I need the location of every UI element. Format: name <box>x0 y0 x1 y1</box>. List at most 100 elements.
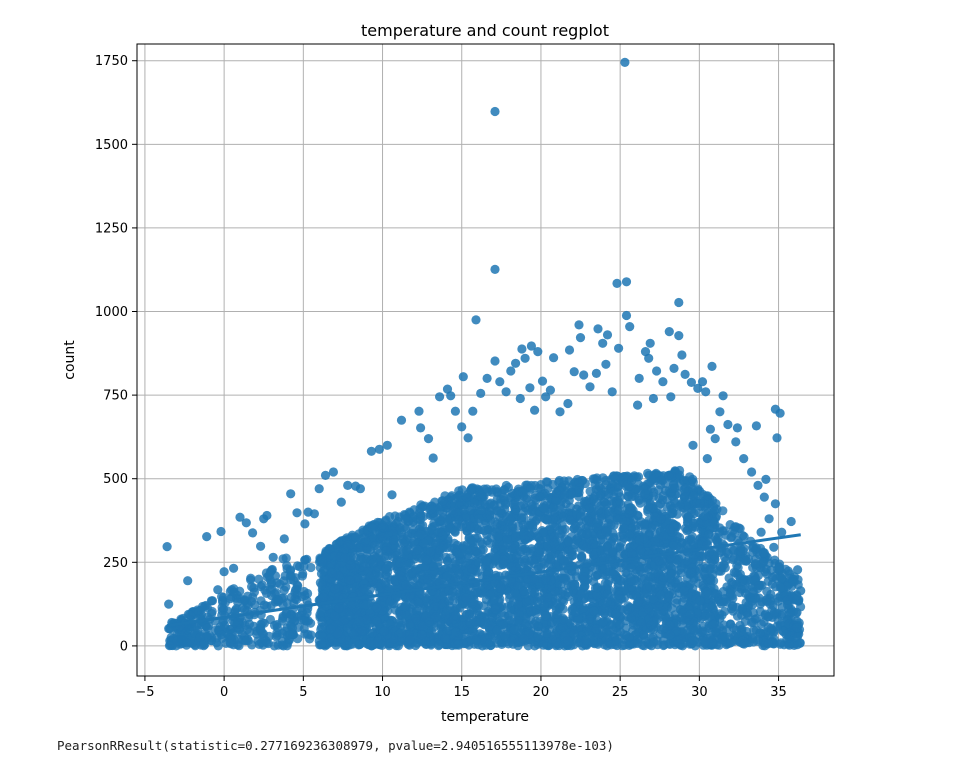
data-point <box>646 523 657 533</box>
data-point <box>377 532 388 542</box>
data-point <box>401 546 411 556</box>
data-point <box>530 641 540 651</box>
data-point <box>403 531 413 541</box>
data-point <box>551 496 561 506</box>
data-point <box>466 485 476 495</box>
data-point <box>272 628 282 638</box>
data-point <box>434 640 444 650</box>
data-point <box>185 610 195 620</box>
data-point <box>559 556 569 566</box>
data-point <box>585 486 595 496</box>
data-point <box>754 581 764 591</box>
data-point <box>689 491 699 501</box>
data-point <box>207 606 217 617</box>
data-point <box>726 638 736 648</box>
data-point <box>485 510 495 520</box>
data-point <box>547 634 557 644</box>
data-point <box>689 617 699 627</box>
data-point <box>792 622 802 633</box>
data-point <box>675 470 685 480</box>
data-point <box>653 501 664 511</box>
data-point <box>244 619 255 629</box>
data-point <box>703 603 713 613</box>
data-point <box>352 573 363 583</box>
data-point <box>452 540 462 550</box>
data-point <box>558 604 568 614</box>
data-point <box>609 471 619 481</box>
data-point <box>379 626 389 637</box>
data-point <box>742 583 752 593</box>
data-point <box>563 537 574 547</box>
data-point <box>396 620 406 631</box>
data-point <box>388 529 398 539</box>
data-point <box>485 538 495 548</box>
data-point <box>653 610 663 620</box>
data-point <box>642 583 652 593</box>
data-point <box>615 542 625 552</box>
data-point <box>452 508 462 518</box>
data-point <box>656 514 666 524</box>
data-point <box>769 607 780 617</box>
data-point <box>391 542 401 552</box>
data-point <box>699 627 709 637</box>
data-point <box>509 625 519 635</box>
data-point <box>499 492 509 502</box>
data-point <box>400 514 410 524</box>
data-point <box>272 578 282 588</box>
data-point <box>531 495 541 505</box>
data-point <box>658 572 669 582</box>
data-point <box>431 612 441 622</box>
data-point <box>733 556 744 566</box>
data-point <box>781 629 791 639</box>
data-point <box>521 596 532 607</box>
data-point <box>670 610 680 620</box>
data-point <box>396 609 406 620</box>
data-point <box>563 587 573 598</box>
data-point <box>343 540 353 550</box>
data-point <box>565 502 576 512</box>
data-point <box>784 640 795 650</box>
data-point <box>612 627 622 637</box>
data-point <box>281 582 291 592</box>
data-point <box>782 600 793 610</box>
data-point <box>792 616 802 626</box>
data-point <box>639 630 649 640</box>
data-point <box>327 568 337 578</box>
data-point <box>571 572 582 582</box>
data-point <box>578 572 588 582</box>
data-point <box>660 486 671 496</box>
data-point <box>588 550 598 560</box>
data-point <box>410 640 421 651</box>
data-point <box>636 545 646 555</box>
data-point <box>306 630 316 640</box>
data-point <box>481 595 491 605</box>
data-point <box>648 491 659 501</box>
data-point <box>282 564 292 574</box>
data-point <box>476 537 486 547</box>
data-point <box>480 526 490 536</box>
data-point <box>261 636 271 646</box>
data-point <box>758 557 768 567</box>
data-point <box>454 569 464 579</box>
data-point <box>485 621 495 631</box>
data-point <box>692 608 703 618</box>
data-point <box>741 556 751 566</box>
data-point <box>676 634 686 644</box>
data-point <box>440 633 450 643</box>
data-point <box>689 518 699 529</box>
data-point <box>566 489 576 499</box>
data-point <box>581 496 592 506</box>
data-point <box>306 562 316 573</box>
data-point <box>792 632 803 642</box>
data-point <box>520 544 531 554</box>
data-point <box>623 491 633 501</box>
data-point <box>278 641 288 651</box>
data-point <box>431 593 441 603</box>
data-point <box>674 565 684 575</box>
data-point <box>748 617 758 628</box>
data-point <box>704 530 714 540</box>
data-point <box>640 489 650 499</box>
data-point <box>495 583 505 594</box>
data-point <box>281 608 291 619</box>
data-point <box>420 636 431 647</box>
